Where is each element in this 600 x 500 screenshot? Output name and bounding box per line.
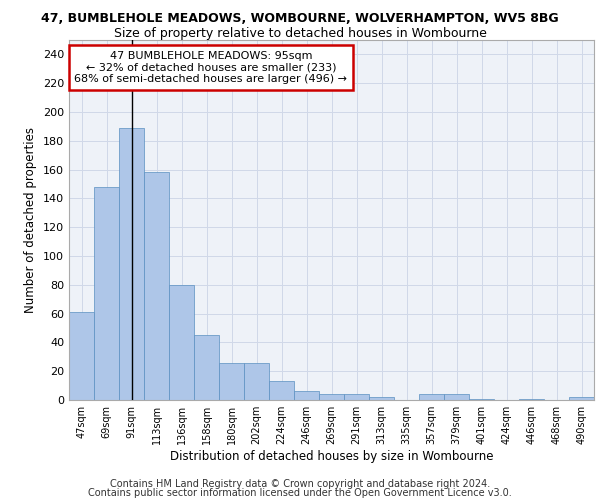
Bar [419, 394, 444, 400]
Bar [369, 397, 394, 400]
Text: Contains public sector information licensed under the Open Government Licence v3: Contains public sector information licen… [88, 488, 512, 498]
Text: 47 BUMBLEHOLE MEADOWS: 95sqm
← 32% of detached houses are smaller (233)
68% of s: 47 BUMBLEHOLE MEADOWS: 95sqm ← 32% of de… [74, 51, 347, 84]
Bar [144, 172, 169, 400]
Bar [119, 128, 144, 400]
Bar [319, 394, 344, 400]
Bar [469, 398, 494, 400]
Text: Size of property relative to detached houses in Wombourne: Size of property relative to detached ho… [113, 28, 487, 40]
Bar [194, 335, 219, 400]
Bar [519, 398, 544, 400]
Bar [69, 312, 94, 400]
Bar [569, 397, 594, 400]
Bar [444, 394, 469, 400]
Text: 47, BUMBLEHOLE MEADOWS, WOMBOURNE, WOLVERHAMPTON, WV5 8BG: 47, BUMBLEHOLE MEADOWS, WOMBOURNE, WOLVE… [41, 12, 559, 26]
X-axis label: Distribution of detached houses by size in Wombourne: Distribution of detached houses by size … [170, 450, 493, 463]
Bar [94, 187, 119, 400]
Y-axis label: Number of detached properties: Number of detached properties [25, 127, 37, 313]
Text: Contains HM Land Registry data © Crown copyright and database right 2024.: Contains HM Land Registry data © Crown c… [110, 479, 490, 489]
Bar [294, 392, 319, 400]
Bar [169, 285, 194, 400]
Bar [244, 362, 269, 400]
Bar [269, 382, 294, 400]
Bar [219, 362, 244, 400]
Bar [344, 394, 369, 400]
